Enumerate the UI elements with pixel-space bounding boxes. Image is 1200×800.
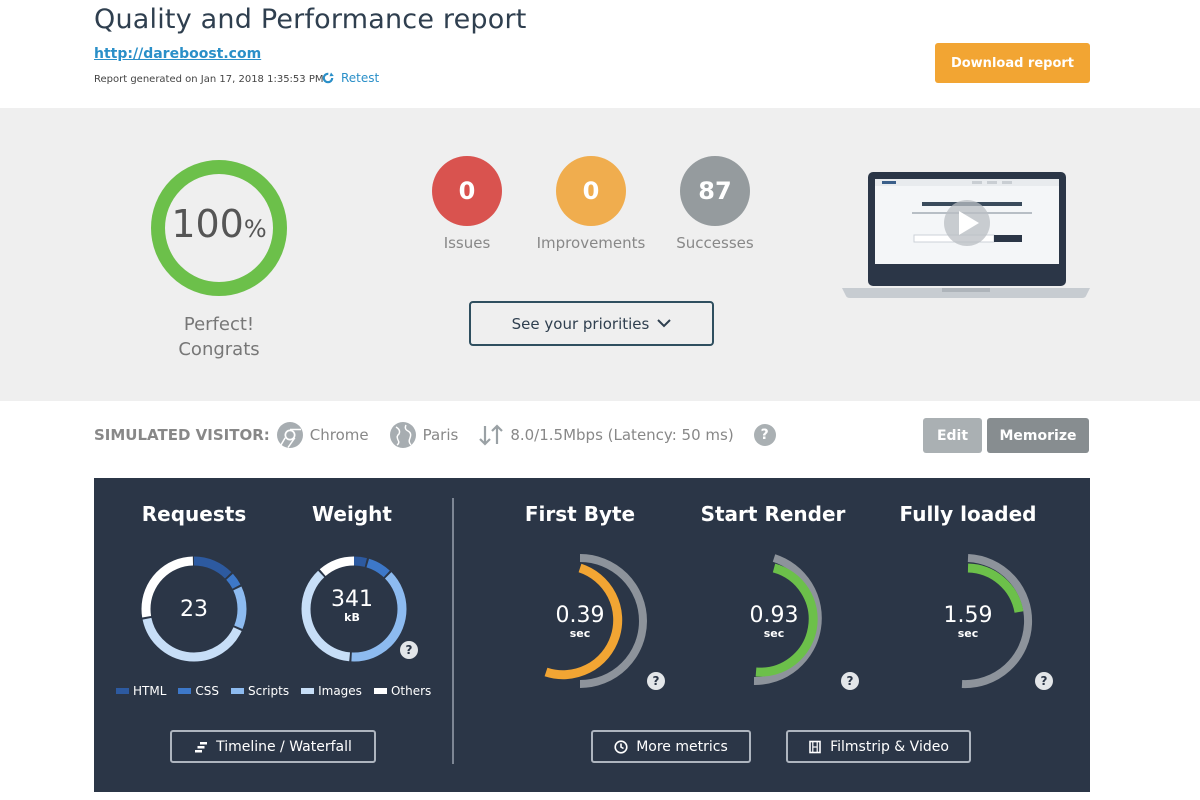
start-render-unit: sec xyxy=(763,627,785,640)
issues-label: Issues xyxy=(443,234,491,252)
issues-counter[interactable]: 0 Issues xyxy=(407,156,527,252)
legend-scripts: Scripts xyxy=(231,684,289,698)
weight-number: 341 xyxy=(331,587,373,612)
edit-visitor-button[interactable]: Edit xyxy=(923,418,982,453)
weight-unit: kB xyxy=(344,611,360,624)
improvements-label: Improvements xyxy=(536,234,646,252)
waterfall-icon xyxy=(195,741,208,752)
legend-css: CSS xyxy=(178,684,219,698)
fully-loaded-value: 1.59 sec xyxy=(928,604,1008,640)
chevron-down-icon xyxy=(657,319,672,328)
fully-loaded-title: Fully loaded xyxy=(899,502,1037,526)
score-unit: % xyxy=(243,215,267,243)
requests-title: Requests xyxy=(141,502,247,526)
page-title: Quality and Performance report xyxy=(94,4,527,35)
content-type-legend: HTML CSS Scripts Images Others xyxy=(116,684,431,698)
first-byte-unit: sec xyxy=(569,627,591,640)
first-byte-number: 0.39 xyxy=(555,603,605,628)
report-header: Quality and Performance report http://da… xyxy=(0,0,1200,108)
fully-loaded-number: 1.59 xyxy=(943,603,993,628)
browser-name: Chrome xyxy=(309,426,369,444)
score-value: 100% xyxy=(150,202,288,246)
fully-loaded-gauge xyxy=(961,554,1032,689)
up-down-arrows-icon xyxy=(479,424,504,446)
visitor-label: SIMULATED VISITOR: xyxy=(94,426,270,444)
first-byte-help-icon[interactable]: ? xyxy=(647,672,665,690)
requests-value: 23 xyxy=(180,597,208,622)
simulated-visitor-bar: SIMULATED VISITOR: Chrome Paris 8.0/1.5M… xyxy=(94,418,776,452)
start-render-number: 0.93 xyxy=(749,603,799,628)
requests-donut xyxy=(141,556,247,662)
legend-html: HTML xyxy=(116,684,166,698)
metrics-panel: Requests Weight First Byte Start Render … xyxy=(94,478,1090,792)
chrome-icon xyxy=(276,422,303,448)
issues-count: 0 xyxy=(432,156,502,226)
connection-speed: 8.0/1.5Mbps (Latency: 50 ms) xyxy=(510,426,734,444)
film-icon xyxy=(809,740,821,753)
see-priorities-label: See your priorities xyxy=(511,314,650,333)
score-ring xyxy=(151,160,287,296)
summary-section: 100% Perfect! Congrats 0 Issues 0 Improv… xyxy=(0,108,1200,401)
improvements-counter[interactable]: 0 Improvements xyxy=(531,156,651,252)
site-url-link[interactable]: http://dareboost.com xyxy=(94,46,262,62)
page-preview-video[interactable] xyxy=(842,170,1090,300)
weight-value: 341 kB xyxy=(312,588,392,624)
location-name: Paris xyxy=(422,426,459,444)
legend-images: Images xyxy=(301,684,362,698)
score-verdict: Perfect! Congrats xyxy=(150,312,288,362)
first-byte-title: First Byte xyxy=(524,502,636,526)
more-metrics-button[interactable]: More metrics xyxy=(591,730,751,763)
play-icon xyxy=(959,211,979,235)
visitor-connection: 8.0/1.5Mbps (Latency: 50 ms) xyxy=(478,424,734,446)
start-render-value: 0.93 sec xyxy=(734,604,814,640)
verdict-line-1: Perfect! xyxy=(183,314,255,335)
first-byte-value: 0.39 sec xyxy=(540,604,620,640)
retest-link[interactable]: Retest xyxy=(322,71,379,85)
improvements-count: 0 xyxy=(556,156,626,226)
see-priorities-button[interactable]: See your priorities xyxy=(469,301,714,346)
visitor-browser: Chrome xyxy=(276,421,369,449)
globe-icon xyxy=(389,422,416,448)
start-render-help-icon[interactable]: ? xyxy=(841,672,859,690)
download-report-button[interactable]: Download report xyxy=(935,43,1090,83)
fully-loaded-help-icon[interactable]: ? xyxy=(1035,672,1053,690)
successes-count: 87 xyxy=(680,156,750,226)
successes-counter[interactable]: 87 Successes xyxy=(655,156,775,252)
memorize-visitor-button[interactable]: Memorize xyxy=(987,418,1089,453)
report-generated-date: Report generated on Jan 17, 2018 1:35:53… xyxy=(94,74,324,85)
successes-label: Successes xyxy=(676,234,754,252)
more-metrics-label: More metrics xyxy=(636,738,728,755)
timeline-waterfall-label: Timeline / Waterfall xyxy=(216,738,352,755)
refresh-icon xyxy=(322,72,334,84)
first-byte-gauge xyxy=(544,554,647,688)
start-render-title: Start Render xyxy=(700,502,846,526)
panel-divider xyxy=(452,498,454,764)
score-number: 100 xyxy=(171,202,244,246)
weight-donut xyxy=(301,556,407,662)
retest-label: Retest xyxy=(341,71,380,85)
timeline-waterfall-button[interactable]: Timeline / Waterfall xyxy=(170,730,376,763)
clock-icon xyxy=(614,739,628,754)
visitor-help-icon[interactable]: ? xyxy=(753,424,776,446)
start-render-gauge xyxy=(753,554,822,686)
score-ring-progress xyxy=(151,160,287,296)
weight-title: Weight xyxy=(312,502,392,526)
verdict-line-2: Congrats xyxy=(178,339,260,360)
visitor-location: Paris xyxy=(389,421,459,449)
fully-loaded-unit: sec xyxy=(957,627,979,640)
weight-help-icon[interactable]: ? xyxy=(400,641,418,659)
filmstrip-video-label: Filmstrip & Video xyxy=(830,738,949,755)
legend-others: Others xyxy=(373,684,431,698)
filmstrip-video-button[interactable]: Filmstrip & Video xyxy=(786,730,971,763)
